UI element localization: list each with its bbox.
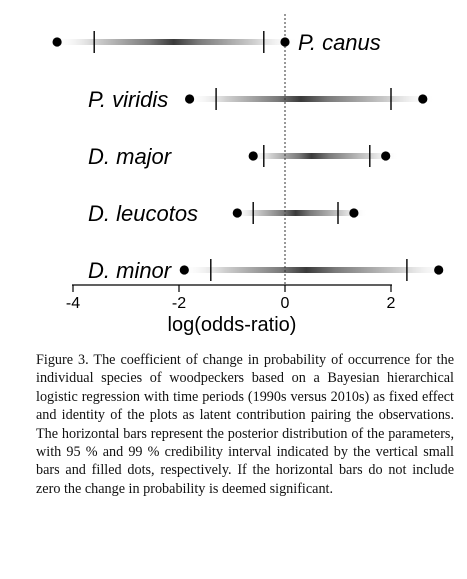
species-labels-layer: P. canus P. viridis D. major D. leucotos D. … [88,30,381,283]
posterior-bar [180,267,453,273]
posterior-bar [53,39,299,45]
posterior-bar [249,153,400,159]
ci99-dot [280,37,290,47]
x-tick-label: -2 [172,295,186,312]
ci99-dot [232,208,242,218]
x-axis-label: log(odds-ratio) [168,314,297,336]
interval-marks-layer [52,31,444,281]
ci99-dot [418,94,428,104]
woodpecker-interval-chart: P. canus P. viridis D. major D. leucotos D. … [52,14,453,336]
posterior-bar [233,210,368,216]
posterior-bar [185,96,437,102]
x-tick-label: 2 [387,295,396,312]
species-label: P. canus [298,30,381,55]
ci99-dot [349,208,359,218]
species-label: D. major [88,144,173,169]
ci99-dot [185,94,195,104]
figure-caption: Figure 3. The coefficient of change in p… [36,352,454,497]
x-tick-label: 0 [281,295,290,312]
x-tick-label: -4 [66,295,80,312]
x-axis-ticks-layer: -4 -2 0 2 [66,285,396,312]
posterior-bars-layer [53,39,453,273]
species-label: D. minor [88,258,173,283]
ci99-dot [179,265,189,275]
species-label: D. leucotos [88,201,198,226]
ci99-dot [381,151,391,161]
ci99-dot [52,37,62,47]
species-label: P. viridis [88,87,168,112]
ci99-dot [434,265,444,275]
ci99-dot [248,151,258,161]
